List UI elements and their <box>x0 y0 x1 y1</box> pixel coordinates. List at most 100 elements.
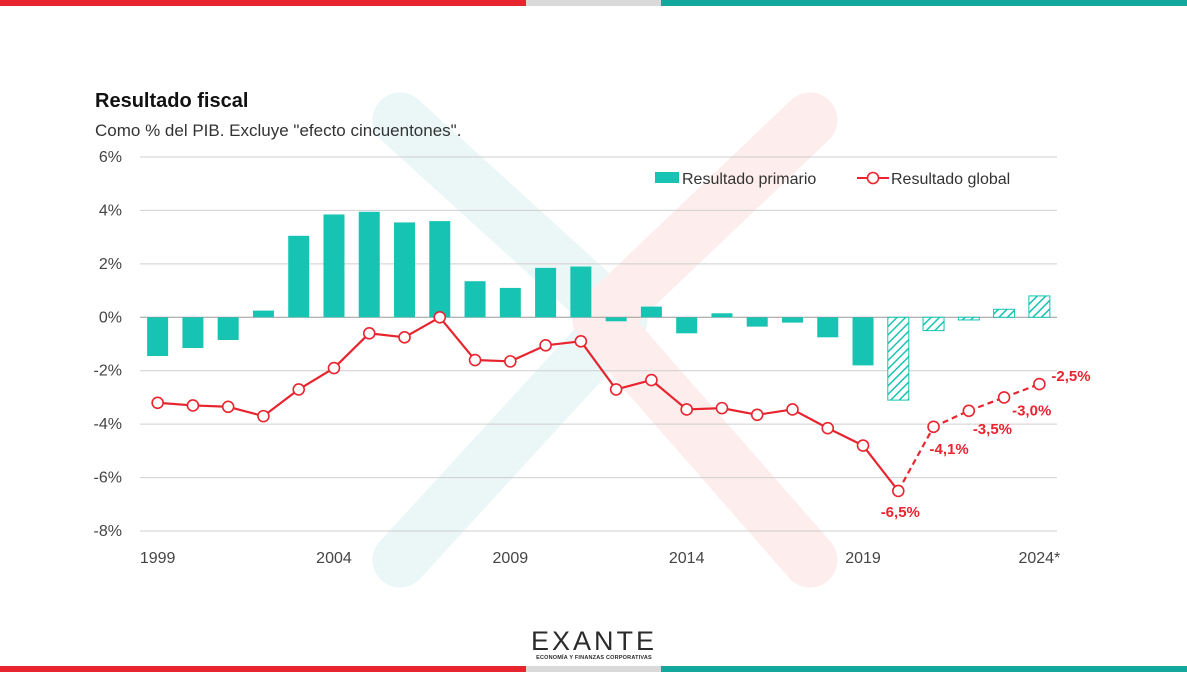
line-point <box>927 420 940 434</box>
bar <box>429 221 451 318</box>
line-point <box>327 361 341 375</box>
line-point <box>433 310 447 324</box>
line-segment <box>438 316 476 361</box>
line-segment <box>862 444 900 492</box>
line-point <box>786 403 799 416</box>
x-tick-label: 2014 <box>669 550 705 567</box>
line-point <box>645 373 658 387</box>
bar <box>957 316 980 321</box>
line-segment <box>897 426 935 492</box>
bar <box>535 267 557 318</box>
line-segment <box>403 316 441 339</box>
line-point <box>186 399 200 412</box>
y-tick-label: -2% <box>94 363 122 380</box>
data-label: -4,1% <box>930 441 969 458</box>
line-point <box>504 355 517 368</box>
bar <box>852 317 874 366</box>
y-tick-label: 4% <box>99 202 122 219</box>
legend: Resultado primario Resultado global <box>655 171 1010 188</box>
bar <box>358 211 380 318</box>
bar <box>394 222 416 318</box>
line-segment <box>333 332 371 369</box>
data-label: -3,0% <box>1012 402 1051 419</box>
line-point <box>468 353 482 367</box>
y-tick-label: 0% <box>99 309 122 326</box>
legend-label-primario: Resultado primario <box>682 171 816 188</box>
bar <box>217 317 239 340</box>
line-segment <box>509 344 547 363</box>
line-segment <box>579 340 618 391</box>
bar <box>147 317 169 357</box>
logo-tagline: ECONOMÍA Y FINANZAS CORPORATIVAS <box>536 655 652 661</box>
line-point <box>962 404 976 418</box>
line-segment <box>933 409 970 428</box>
bar <box>676 317 698 334</box>
line-point <box>398 331 411 344</box>
bar <box>817 317 839 338</box>
bar <box>746 317 768 327</box>
x-tick-label: 2019 <box>845 550 881 567</box>
bar <box>499 287 521 318</box>
line-point <box>891 484 905 498</box>
x-axis-tick-labels: 1999 2004 2009 2014 2019 2024* <box>140 550 1060 567</box>
bar <box>711 313 733 318</box>
line-point <box>362 327 376 340</box>
line-point <box>821 421 835 435</box>
bar <box>570 266 592 318</box>
chart-title: Resultado fiscal <box>95 90 249 112</box>
data-label: -6,5% <box>881 504 920 521</box>
bar <box>781 317 803 323</box>
legend-marker-global <box>866 171 880 185</box>
bar <box>993 308 1016 318</box>
line-series <box>151 310 1046 498</box>
line-point <box>574 335 588 348</box>
line-segment <box>262 388 300 418</box>
line-point <box>292 383 306 396</box>
line-point <box>680 403 693 416</box>
line-point <box>856 439 870 452</box>
y-tick-label: 6% <box>99 149 122 166</box>
line-segment <box>650 379 688 411</box>
bottom-color-stripe <box>0 666 1187 672</box>
x-tick-label: 1999 <box>140 550 176 567</box>
bar-series <box>147 211 1051 401</box>
bar <box>288 235 310 318</box>
line-point <box>151 396 164 410</box>
y-tick-label: -8% <box>94 523 122 540</box>
line-point <box>750 408 764 422</box>
x-tick-label: 2024* <box>1018 550 1060 567</box>
line-segment <box>298 367 335 391</box>
chart-subtitle: Como % del PIB. Excluye "efecto cincuent… <box>95 121 462 140</box>
data-label: -3,5% <box>973 421 1012 438</box>
bar <box>605 317 627 322</box>
line-segment <box>791 408 829 430</box>
data-annotations: -6,5% -4,1%-3,5%-3,0%-2,5% <box>881 368 1091 521</box>
y-axis-tick-labels: 6% 4% 2% 0% -2% -4% -6% -8% <box>94 149 122 540</box>
bar <box>182 317 204 349</box>
y-tick-label: -4% <box>94 416 122 433</box>
line-point <box>1033 377 1046 391</box>
exante-logo: EXANTE ECONOMÍA Y FINANZAS CORPORATIVAS <box>530 627 658 661</box>
line-point <box>257 409 270 423</box>
bar <box>464 281 486 318</box>
x-tick-label: 2004 <box>316 550 352 567</box>
y-tick-label: 2% <box>99 256 122 273</box>
line-point <box>609 383 623 396</box>
line-point <box>221 400 235 414</box>
bar <box>252 310 274 318</box>
bar <box>323 214 345 318</box>
line-point <box>997 391 1011 404</box>
legend-label-global: Resultado global <box>891 171 1010 188</box>
x-tick-label: 2009 <box>493 550 529 567</box>
y-tick-label: -6% <box>94 470 122 487</box>
bar <box>887 316 910 401</box>
top-color-stripe <box>0 0 1187 6</box>
legend-swatch-primario <box>655 172 679 183</box>
line-segment <box>827 427 864 447</box>
line-point <box>539 339 552 352</box>
bar <box>640 306 662 318</box>
line-point <box>715 401 729 415</box>
bar <box>1028 295 1051 318</box>
data-label: -2,5% <box>1051 368 1090 385</box>
